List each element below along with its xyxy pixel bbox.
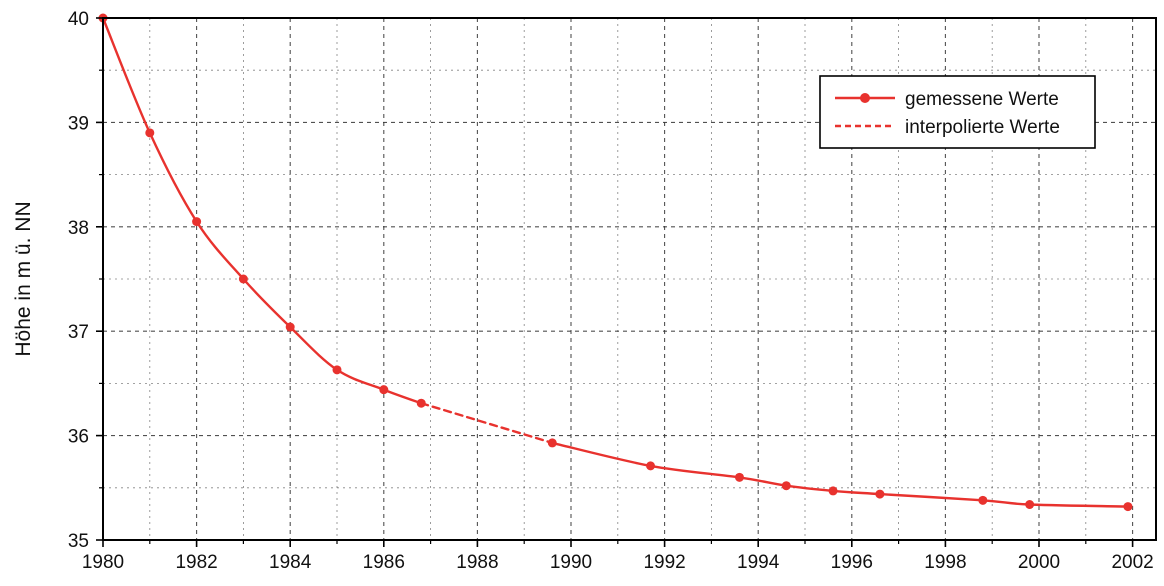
data-point-marker — [379, 385, 389, 395]
x-tick-label: 1988 — [456, 552, 498, 573]
data-point-marker — [875, 489, 885, 499]
x-tick-label: 1984 — [269, 552, 312, 573]
x-tick-label: 1992 — [643, 552, 685, 573]
grid — [103, 18, 1156, 540]
data-point-marker — [1025, 500, 1035, 510]
y-tick-label: 35 — [68, 531, 89, 552]
data-point-marker — [332, 365, 342, 375]
data-point-marker — [192, 217, 202, 227]
y-axis-title: Höhe in m ü. NN — [12, 201, 35, 356]
x-tick-label: 1980 — [82, 552, 124, 573]
legend-measured-marker — [860, 93, 870, 103]
data-point-marker — [547, 438, 557, 448]
data-point-marker — [285, 322, 295, 332]
x-tick-label: 1996 — [831, 552, 873, 573]
data-point-marker — [781, 481, 791, 491]
data-point-marker — [734, 472, 744, 482]
y-tick-label: 38 — [68, 218, 89, 239]
data-point-marker — [978, 495, 988, 505]
y-tick-label: 40 — [68, 9, 89, 30]
x-tick-label: 1998 — [924, 552, 966, 573]
data-point-marker — [1123, 502, 1133, 512]
series-interpolated-line — [420, 402, 554, 445]
legend-measured-label: gemessene Werte — [905, 89, 1059, 110]
x-tick-label: 2000 — [1018, 552, 1060, 573]
y-tick-label: 36 — [68, 427, 89, 448]
data-point-marker — [238, 274, 248, 284]
legend-box — [819, 75, 1096, 149]
data-point-marker — [828, 486, 838, 496]
x-tick-label: 2002 — [1111, 552, 1153, 573]
legend-interpolated-label: interpolierte Werte — [905, 117, 1060, 138]
y-tick-label: 37 — [68, 322, 89, 343]
data-point-marker — [646, 461, 656, 471]
x-tick-label: 1986 — [363, 552, 405, 573]
x-tick-label: 1990 — [550, 552, 592, 573]
data-point-marker — [145, 128, 155, 138]
x-tick-label: 1994 — [737, 552, 780, 573]
ticks: 1980 1982 1984 1986 1988 1990 1992 1994 1996 1998… — [68, 9, 1154, 573]
x-tick-label: 1982 — [175, 552, 217, 573]
legend: gemessene Werte interpolierte Werte — [819, 75, 1096, 149]
y-tick-label: 39 — [68, 113, 89, 134]
